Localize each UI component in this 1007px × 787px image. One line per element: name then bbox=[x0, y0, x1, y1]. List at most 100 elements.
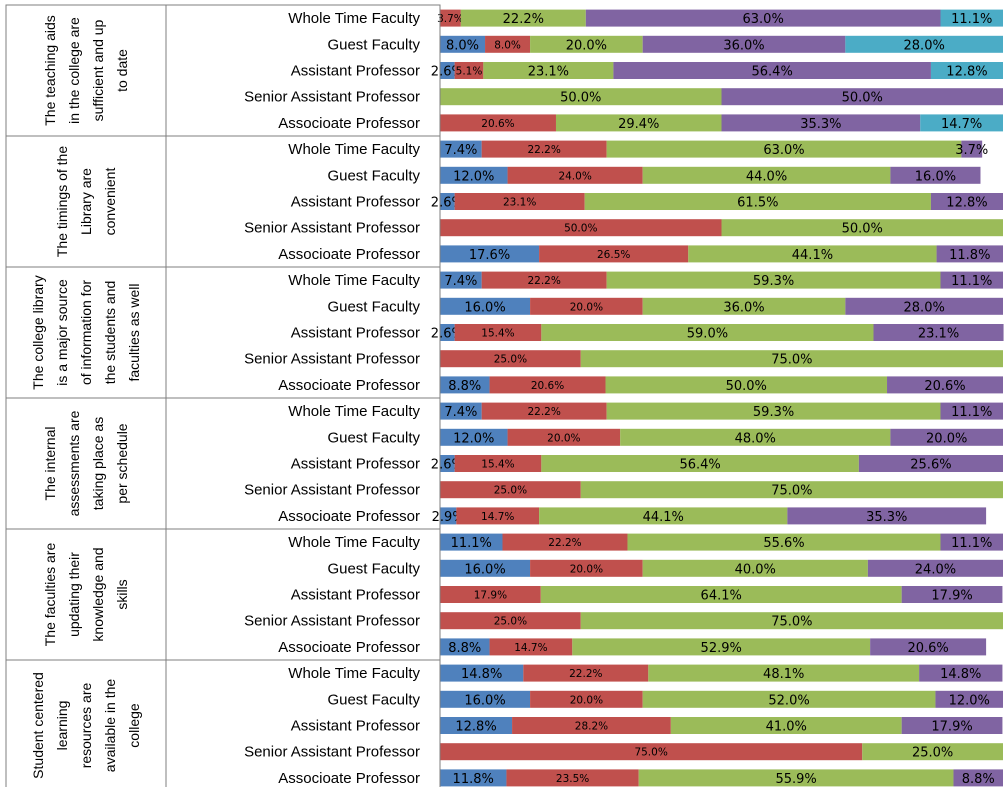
data-label: 40.0% bbox=[735, 562, 776, 577]
data-label: 14.8% bbox=[940, 667, 981, 682]
data-label: 17.6% bbox=[469, 248, 510, 263]
bar-segment bbox=[721, 219, 1003, 237]
data-label: 11.8% bbox=[949, 248, 990, 263]
bar-segment bbox=[584, 193, 931, 210]
data-label: 5.1% bbox=[456, 66, 483, 78]
bar-segment bbox=[555, 114, 722, 132]
data-label: 14.7% bbox=[514, 642, 547, 654]
bar-segment bbox=[887, 376, 1003, 394]
data-label: 63.0% bbox=[743, 12, 784, 27]
bar-segment bbox=[454, 324, 542, 341]
bar-segment bbox=[440, 402, 482, 420]
group-title-line: The college library bbox=[30, 275, 46, 389]
bar-segment bbox=[572, 638, 871, 656]
category-label: Senior Assistant Professor bbox=[244, 482, 420, 499]
bar-segment bbox=[440, 664, 524, 682]
data-label: 15.4% bbox=[481, 459, 514, 471]
data-label: 20.0% bbox=[570, 694, 603, 706]
data-label: 61.5% bbox=[737, 196, 778, 211]
data-label: 55.6% bbox=[763, 536, 804, 551]
bar-segment bbox=[506, 769, 639, 787]
bar-segment bbox=[605, 376, 888, 394]
bar-segment bbox=[541, 455, 859, 472]
data-label: 20.0% bbox=[926, 431, 967, 446]
bar-segment bbox=[642, 35, 846, 53]
bar-segment bbox=[440, 271, 482, 289]
bar-segment bbox=[787, 507, 987, 525]
category-label: Assistant Professor bbox=[291, 63, 420, 80]
bar-segment bbox=[460, 9, 586, 27]
data-label: 35.3% bbox=[800, 117, 841, 132]
data-label: 26.5% bbox=[597, 249, 630, 261]
category-label: Guest Faculty bbox=[327, 36, 420, 53]
bar-segment bbox=[481, 402, 607, 420]
data-label: 11.1% bbox=[951, 405, 992, 420]
data-label: 20.0% bbox=[547, 432, 580, 444]
group-title-line: in the college are bbox=[66, 17, 82, 124]
category-label: Associoate Professor bbox=[278, 115, 420, 132]
data-label: 14.7% bbox=[481, 511, 514, 523]
bar-segment bbox=[440, 324, 455, 341]
category-label: Associoate Professor bbox=[278, 246, 420, 263]
data-label: 11.1% bbox=[951, 274, 992, 289]
data-label: 22.2% bbox=[503, 12, 544, 27]
bar-segment bbox=[530, 559, 643, 577]
data-label: 50.0% bbox=[842, 222, 883, 237]
category-label: Guest Faculty bbox=[327, 429, 420, 446]
bar-segment bbox=[440, 507, 457, 525]
bar-segment bbox=[440, 114, 556, 132]
bar-segment bbox=[502, 533, 628, 551]
bar-segment bbox=[489, 376, 606, 394]
data-label: 59.0% bbox=[687, 327, 728, 342]
bar-segment bbox=[961, 140, 983, 158]
data-label: 44.0% bbox=[746, 169, 787, 184]
group-title-line: learning bbox=[54, 701, 70, 751]
data-label: 23.1% bbox=[528, 65, 569, 80]
data-label: 25.6% bbox=[910, 458, 951, 473]
data-label: 63.0% bbox=[763, 143, 804, 158]
data-label: 16.0% bbox=[464, 300, 505, 315]
data-label: 17.9% bbox=[931, 589, 972, 604]
bar-segment bbox=[627, 533, 941, 551]
data-label: 8.8% bbox=[448, 379, 481, 394]
bar-segment bbox=[919, 664, 1003, 682]
data-label: 55.9% bbox=[775, 772, 816, 787]
data-label: 17.9% bbox=[931, 720, 972, 735]
data-label: 22.2% bbox=[527, 144, 560, 156]
data-label: 59.3% bbox=[753, 405, 794, 420]
data-label: 20.6% bbox=[907, 641, 948, 656]
data-label: 11.8% bbox=[453, 772, 494, 787]
category-label: Guest Faculty bbox=[327, 298, 420, 315]
group-title: The college library is a major source of i… bbox=[30, 275, 142, 389]
data-label: 41.0% bbox=[766, 720, 807, 735]
group-title-line: resources are bbox=[78, 682, 94, 768]
bar-segment bbox=[901, 586, 1003, 603]
category-label: Associoate Professor bbox=[278, 377, 420, 394]
data-label: 36.0% bbox=[723, 38, 764, 53]
data-label: 64.1% bbox=[701, 589, 742, 604]
data-label: 25.0% bbox=[912, 746, 953, 761]
category-label: Guest Faculty bbox=[327, 691, 420, 708]
data-label: 28.2% bbox=[575, 721, 608, 733]
bar-segment bbox=[580, 350, 1003, 368]
data-label: 52.0% bbox=[768, 693, 809, 708]
data-label: 23.1% bbox=[918, 327, 959, 342]
bar-segment bbox=[936, 245, 1003, 263]
data-label: 56.4% bbox=[679, 458, 720, 473]
bar-segment bbox=[440, 481, 581, 499]
group-title-line: updating their bbox=[66, 552, 82, 637]
data-label: 75.0% bbox=[771, 484, 812, 499]
group-title-line: sufficient and up bbox=[90, 19, 106, 121]
bar-segment bbox=[440, 769, 507, 787]
bar-segment bbox=[901, 717, 1003, 734]
data-label: 12.0% bbox=[949, 693, 990, 708]
data-label: 16.0% bbox=[464, 562, 505, 577]
bar-segment bbox=[440, 455, 455, 472]
data-label: 8.8% bbox=[448, 641, 481, 656]
bar-segment bbox=[440, 428, 508, 446]
data-label: 7.4% bbox=[444, 274, 477, 289]
bar-segment bbox=[440, 193, 455, 210]
bar-segment bbox=[440, 743, 863, 761]
bar-segment bbox=[454, 193, 585, 210]
